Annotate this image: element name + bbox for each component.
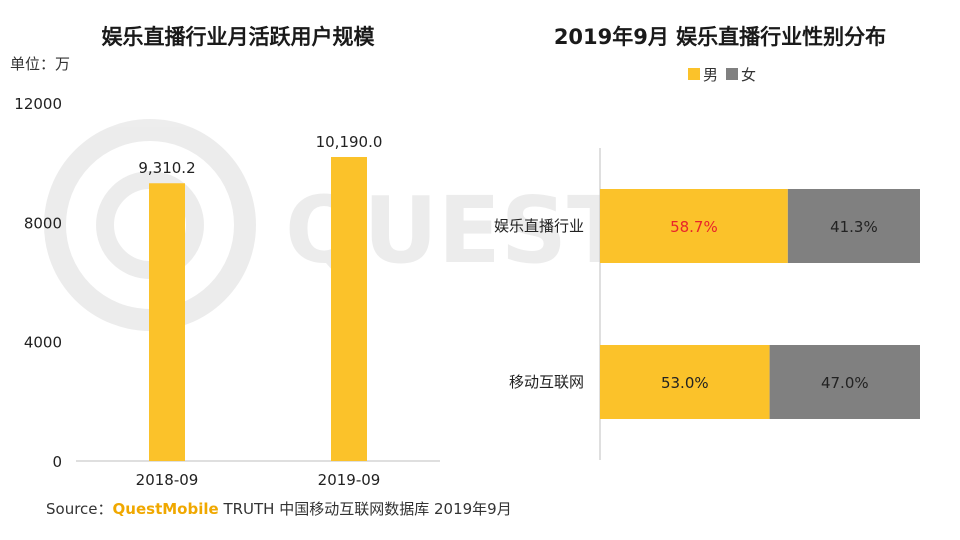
- segment-male: [600, 189, 788, 263]
- legend-swatch-male: [688, 68, 700, 80]
- bar-2019-09: [331, 156, 367, 461]
- legend-swatch-female: [726, 68, 738, 80]
- legend-label-female: 女: [741, 66, 756, 84]
- y-tick-label: 8000: [24, 214, 62, 232]
- right-chart-bars: 58.7% 41.3% 53.0% 47.0%: [600, 189, 920, 419]
- segment-value-label: 53.0%: [661, 374, 709, 392]
- segment-value-label: 47.0%: [821, 374, 869, 392]
- right-chart-title: 2019年9月 娱乐直播行业性别分布: [554, 25, 886, 49]
- y-tick-label: 0: [52, 453, 62, 471]
- source-note: Source：QuestMobile TRUTH 中国移动互联网数据库 2019…: [46, 498, 512, 519]
- segment-female: [787, 189, 920, 263]
- bar-2018-09: [149, 183, 185, 461]
- x-tick-label: 2018-09: [136, 471, 199, 489]
- segment-value-label: 41.3%: [830, 218, 878, 236]
- bar-value-label: 9,310.2: [138, 159, 195, 177]
- category-label: 移动互联网: [509, 373, 584, 391]
- y-tick-label: 4000: [24, 334, 62, 352]
- category-label: 娱乐直播行业: [494, 217, 584, 235]
- legend-label-male: 男: [703, 66, 718, 84]
- bar-value-label: 10,190.0: [316, 133, 383, 151]
- legend: 男 女: [688, 66, 756, 84]
- unit-label: 单位：万: [10, 55, 70, 73]
- segment-female: [769, 345, 920, 419]
- source-suffix: TRUTH 中国移动互联网数据库 2019年9月: [218, 500, 512, 518]
- left-chart-axis: 0 4000 8000 12000: [14, 95, 440, 471]
- segment-value-label: 58.7%: [670, 218, 718, 236]
- source-prefix: Source：: [46, 500, 113, 518]
- left-chart-bars: 9,310.2 2018-09 10,190.0 2019-09: [136, 133, 383, 489]
- x-tick-label: 2019-09: [318, 471, 381, 489]
- left-chart-title: 娱乐直播行业月活跃用户规模: [102, 25, 376, 49]
- segment-male: [600, 345, 770, 419]
- y-tick-label: 12000: [14, 95, 62, 113]
- source-brand: QuestMobile: [112, 500, 219, 518]
